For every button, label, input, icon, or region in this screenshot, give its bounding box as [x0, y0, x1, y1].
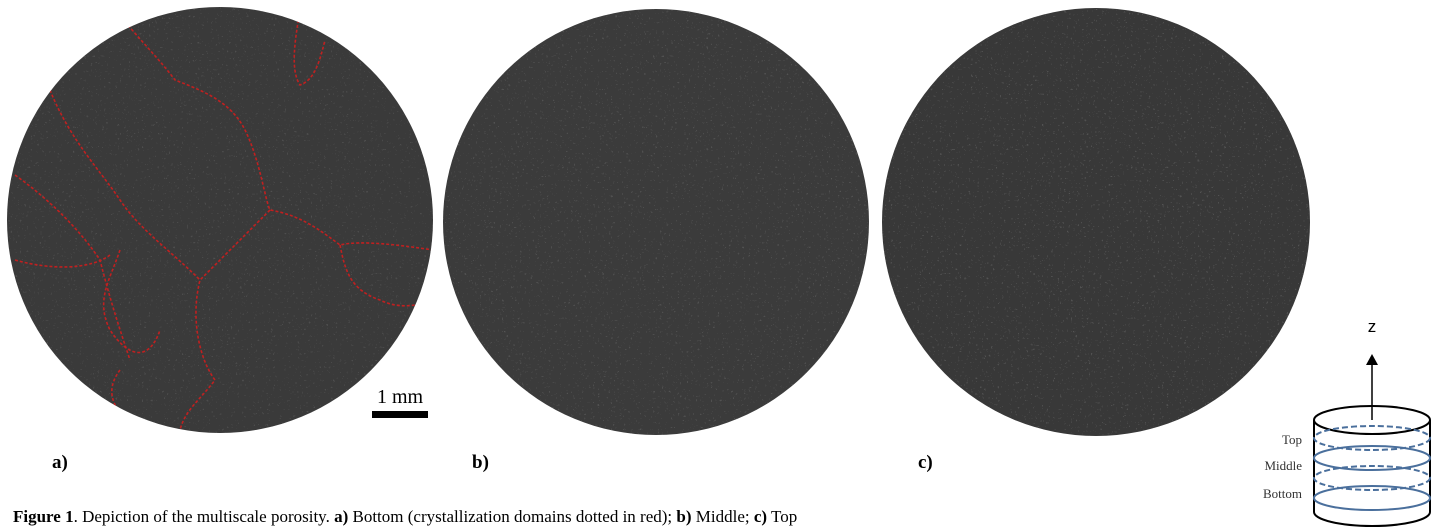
figure: 1 mm a) b) c) z Top Middle Bottom Figure…: [0, 0, 1431, 529]
panel-c-image: [882, 8, 1310, 436]
caption: Figure 1. Depiction of the multiscale po…: [13, 507, 797, 526]
axis-label: z: [1368, 317, 1377, 336]
panel-label: b): [472, 452, 489, 473]
caption-part: Top: [767, 507, 797, 526]
panel-b-image: [443, 9, 869, 435]
level-label: Middle: [1264, 458, 1302, 473]
caption-part: Bottom (crystallization domains dotted i…: [348, 507, 676, 526]
caption-part: a): [334, 507, 348, 526]
scale-label: 1 mm: [377, 386, 424, 408]
panel-label: a): [52, 452, 68, 473]
scale-bar: [372, 411, 428, 418]
level-label: Bottom: [1263, 486, 1302, 501]
caption-part: c): [754, 507, 767, 526]
panel-label: c): [918, 452, 933, 473]
caption-part: Figure 1: [13, 507, 74, 526]
caption-part: Middle;: [692, 507, 754, 526]
caption-part: . Depiction of the multiscale porosity.: [74, 507, 334, 526]
level-label: Top: [1282, 432, 1302, 447]
panel-a-image: [7, 7, 433, 433]
caption-part: b): [676, 507, 691, 526]
cylinder-diagram: z Top Middle Bottom: [1263, 317, 1430, 526]
